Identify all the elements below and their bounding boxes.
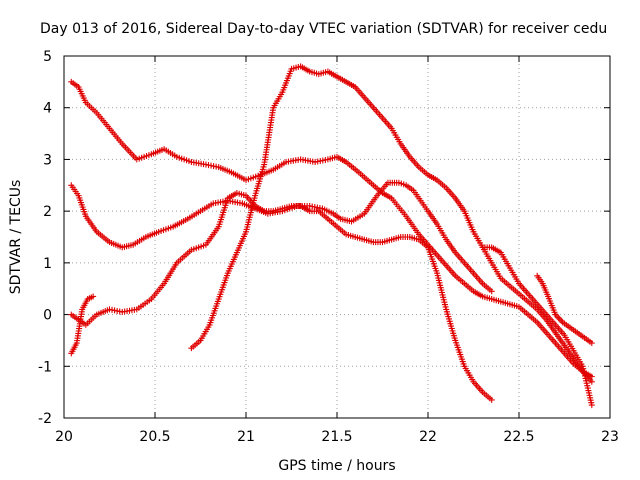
y-tick-label: 5 xyxy=(43,49,52,65)
chart-title: Day 013 of 2016, Sidereal Day-to-day VTE… xyxy=(40,21,607,37)
y-tick-label: -2 xyxy=(38,411,52,427)
data-points xyxy=(68,63,595,409)
y-tick-label: 1 xyxy=(43,256,52,272)
y-tick-label: 2 xyxy=(43,204,52,220)
data-point xyxy=(588,340,595,347)
y-tick-label: 4 xyxy=(43,101,52,117)
data-point xyxy=(488,396,495,403)
series-trace-7 xyxy=(534,272,595,347)
series-trace-3 xyxy=(68,190,495,403)
x-axis-label: GPS time / hours xyxy=(278,458,395,474)
y-axis-label: SDTVAR / TECUs xyxy=(8,180,24,295)
series-trace-5 xyxy=(68,293,97,357)
series-trace-4 xyxy=(188,63,595,385)
x-tick-label: 23 xyxy=(601,429,619,445)
y-tick-label: -1 xyxy=(38,359,52,375)
series-trace-2 xyxy=(68,179,495,295)
data-point xyxy=(588,378,595,385)
y-tick-label: 0 xyxy=(43,308,52,324)
series-trace-6 xyxy=(479,244,595,409)
series-trace-1 xyxy=(68,78,595,380)
data-point xyxy=(90,293,97,300)
x-tick-label: 20.5 xyxy=(139,429,170,445)
x-tick-label: 22.5 xyxy=(503,429,534,445)
x-tick-label: 22 xyxy=(419,429,437,445)
data-point xyxy=(488,288,495,295)
data-point xyxy=(588,402,595,409)
x-tick-label: 20 xyxy=(55,429,73,445)
x-tick-label: 21 xyxy=(237,429,255,445)
x-tick-label: 21.5 xyxy=(321,429,352,445)
y-tick-label: 3 xyxy=(43,152,52,168)
